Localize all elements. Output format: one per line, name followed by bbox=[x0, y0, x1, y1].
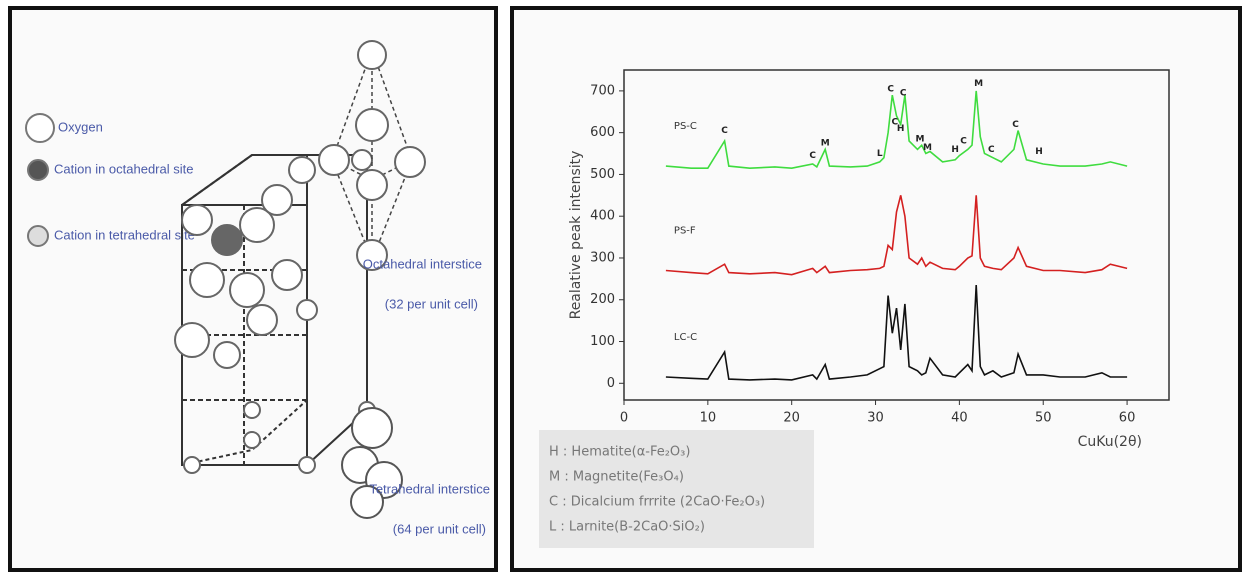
octahedral-label: Octahedral interstice bbox=[363, 256, 482, 271]
peak-label: H bbox=[1035, 147, 1043, 157]
peak-label: C bbox=[809, 151, 816, 161]
sphere bbox=[28, 160, 48, 180]
tetrahedral-label: Tetrahedral interstice bbox=[369, 481, 490, 496]
structure-panel: Oxygen Cation in octahedral site Cation … bbox=[8, 6, 498, 572]
peak-label: M bbox=[923, 143, 932, 153]
legend-entry: H : Hematite(α-Fe₂O₃) bbox=[549, 445, 690, 460]
x-tick-label: 50 bbox=[1035, 411, 1052, 426]
legend-label: Cation in tetrahedral site bbox=[54, 227, 195, 242]
series-label: PS-F bbox=[674, 226, 696, 237]
y-tick-label: 400 bbox=[590, 209, 615, 224]
sphere bbox=[28, 226, 48, 246]
peak-label: M bbox=[821, 139, 830, 149]
x-tick-label: 20 bbox=[783, 411, 800, 426]
legend-entry: C : Dicalcium frrrite (2CaO·Fe₂O₃) bbox=[549, 495, 765, 510]
x-axis-label: CuKu(2θ) bbox=[1078, 434, 1142, 450]
legend-label: Cation in octahedral site bbox=[54, 161, 193, 176]
x-tick-label: 0 bbox=[620, 411, 628, 426]
octahedral-count: (32 per unit cell) bbox=[385, 296, 478, 311]
y-tick-label: 100 bbox=[590, 334, 615, 349]
peak-label: M bbox=[974, 79, 983, 89]
series-line bbox=[666, 195, 1127, 274]
x-tick-label: 40 bbox=[951, 411, 968, 426]
peak-label: C bbox=[900, 88, 907, 98]
peak-label: H bbox=[951, 145, 959, 155]
y-tick-label: 300 bbox=[590, 250, 615, 265]
peak-label: C bbox=[988, 145, 995, 155]
legend-entry: L : Larnite(B-2CaO·SiO₂) bbox=[549, 520, 705, 535]
series-label: PS-C bbox=[674, 121, 697, 132]
peak-label: L bbox=[877, 149, 883, 159]
y-tick-label: 700 bbox=[590, 83, 615, 98]
x-tick-label: 10 bbox=[700, 411, 717, 426]
peak-label: H bbox=[897, 124, 905, 134]
y-tick-label: 200 bbox=[590, 292, 615, 307]
page: {"diagram": {"legend": ["Oxygen", "Catio… bbox=[0, 0, 1250, 577]
peak-label: C bbox=[960, 137, 967, 147]
series-line bbox=[666, 285, 1127, 380]
legend-label: Oxygen bbox=[58, 119, 103, 134]
legend-entry: M : Magnetite(Fe₃O₄) bbox=[549, 470, 684, 485]
series-label: LC-C bbox=[674, 332, 697, 343]
y-tick-label: 0 bbox=[607, 376, 615, 391]
tetrahedral-count: (64 per unit cell) bbox=[393, 521, 486, 536]
atoms bbox=[175, 150, 375, 473]
xrd-chart: Realative peak intensity CuKu(2θ) 010020… bbox=[514, 10, 1238, 568]
peak-label: C bbox=[887, 84, 894, 94]
y-tick-label: 500 bbox=[590, 167, 615, 182]
legend-spheres bbox=[26, 114, 54, 246]
y-tick-label: 600 bbox=[590, 125, 615, 140]
peak-label: C bbox=[1012, 120, 1019, 130]
peak-label: C bbox=[721, 126, 728, 136]
x-tick-label: 60 bbox=[1119, 411, 1136, 426]
x-tick-label: 30 bbox=[867, 411, 884, 426]
sphere bbox=[26, 114, 54, 142]
y-axis-label: Realative peak intensity bbox=[568, 151, 584, 320]
structure-diagram: Oxygen Cation in octahedral site Cation … bbox=[12, 10, 494, 568]
